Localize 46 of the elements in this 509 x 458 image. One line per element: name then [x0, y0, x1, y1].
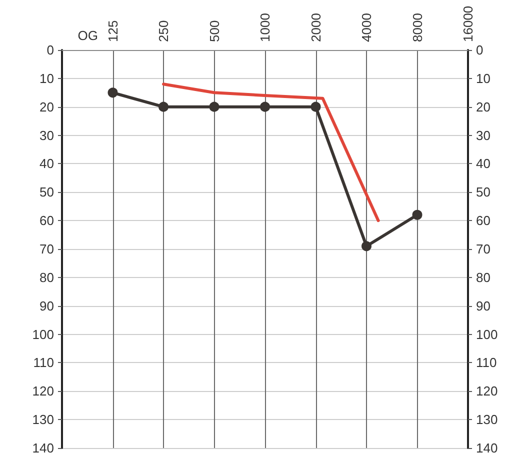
- y2-tick-label: 130: [476, 412, 498, 428]
- x-tick-label: 500: [206, 20, 222, 42]
- y2-tick-label: 90: [476, 298, 490, 314]
- y-tick-label: 70: [40, 242, 54, 256]
- y-tick-label: 140: [32, 440, 54, 456]
- y2-tick-label: 140: [476, 440, 498, 456]
- x-tick-label: 16000: [460, 6, 476, 42]
- y-tick-label: 50: [40, 184, 54, 200]
- y2-tick-label: 100: [476, 326, 498, 342]
- y-tick-label: 80: [40, 270, 54, 285]
- y2-tick-label: 40: [476, 156, 490, 172]
- y-tick-label: 100: [32, 326, 54, 342]
- x-tick-label: 250: [156, 20, 171, 42]
- y2-tick-label: 0: [476, 42, 484, 58]
- y2-tick-label: 50: [476, 184, 490, 200]
- x-tick-label: 4000: [359, 13, 374, 42]
- y-tick-label: 40: [40, 156, 54, 172]
- y2-tick-label: 70: [476, 242, 490, 256]
- y2-tick-label: 80: [476, 270, 490, 285]
- y2-tick-label: 120: [476, 384, 498, 399]
- point: [260, 102, 270, 112]
- x-tick-label: 1000: [258, 13, 272, 42]
- point: [412, 210, 422, 220]
- y-tick-label: 110: [33, 355, 54, 370]
- y-tick-label: 30: [40, 128, 54, 143]
- y2-tick-label: 10: [476, 70, 490, 86]
- y2-tick-label: 110: [476, 355, 497, 370]
- point: [108, 88, 118, 98]
- y-tick-label: 120: [32, 384, 54, 399]
- point: [158, 102, 168, 112]
- x-axis-title: OG: [78, 28, 98, 43]
- y-tick-label: 10: [40, 70, 54, 86]
- x-tick-label: 2000: [308, 13, 324, 42]
- y-tick-label: 90: [40, 298, 54, 314]
- y-tick-label: 20: [40, 99, 54, 114]
- point: [362, 241, 372, 252]
- y2-tick-label: 20: [476, 99, 490, 114]
- point: [310, 102, 321, 112]
- x-tick-label: 8000: [410, 13, 425, 42]
- x-tick-label: 125: [105, 20, 120, 42]
- y-tick-label: 60: [40, 213, 54, 228]
- y-tick-label: 130: [32, 412, 54, 428]
- point: [209, 102, 220, 112]
- y-tick-label: 0: [46, 42, 54, 58]
- y2-tick-label: 60: [476, 213, 490, 228]
- y2-tick-label: 30: [476, 128, 490, 143]
